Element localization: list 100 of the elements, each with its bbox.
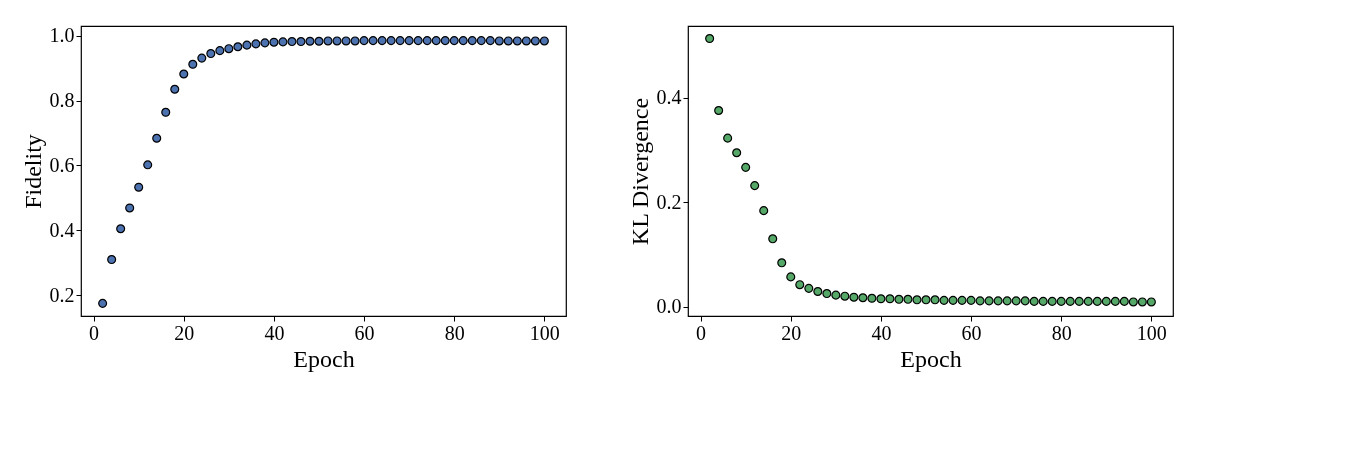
y-tick-label: 1.0 [49, 24, 75, 47]
point [107, 255, 117, 265]
point [939, 295, 949, 305]
point [260, 38, 270, 48]
point [170, 84, 180, 94]
y-tick-label: 0.4 [656, 86, 682, 109]
point [813, 286, 823, 297]
x-tick-label: 0 [696, 321, 707, 344]
point [134, 182, 144, 192]
x-tick-label: 80 [444, 321, 465, 344]
point [458, 36, 468, 46]
point [404, 36, 414, 46]
point [377, 36, 387, 46]
point [341, 36, 351, 46]
point [750, 181, 760, 191]
point [921, 295, 931, 305]
point [152, 133, 162, 143]
y-axis-title: Fidelity [19, 134, 46, 209]
point [930, 295, 940, 305]
point [413, 36, 423, 46]
point [350, 36, 360, 46]
point [305, 36, 315, 46]
point [786, 272, 796, 282]
y-tick-label: 0.2 [49, 283, 75, 306]
point [1038, 296, 1048, 306]
y-tick-label: 0.8 [49, 89, 75, 112]
point [723, 133, 733, 143]
point [242, 40, 252, 50]
point [503, 36, 513, 46]
point [125, 203, 135, 213]
point [287, 37, 297, 47]
y-tick-label: 0.2 [656, 190, 682, 213]
point [984, 296, 994, 306]
point [1065, 296, 1075, 306]
point [395, 36, 405, 46]
point [521, 36, 531, 46]
point [732, 148, 742, 158]
x-tick-label: 100 [529, 321, 560, 344]
x-tick-label: 0 [89, 321, 100, 344]
point [512, 36, 522, 46]
point [1074, 296, 1084, 306]
point [840, 291, 850, 301]
point [993, 296, 1003, 306]
point [804, 283, 814, 293]
x-tick-label: 20 [781, 321, 802, 344]
point [822, 289, 832, 299]
point [1002, 296, 1012, 306]
y-tick-label: 0.0 [656, 295, 682, 318]
point [449, 36, 459, 46]
point [422, 36, 432, 46]
x-tick-label: 40 [264, 321, 285, 344]
point [476, 36, 486, 46]
point [714, 105, 724, 116]
point [296, 37, 306, 47]
point [795, 280, 805, 290]
point [957, 295, 967, 305]
y-tick-label: 0.6 [49, 153, 75, 176]
point [161, 107, 171, 117]
point [1092, 296, 1102, 306]
point [539, 36, 549, 46]
point [777, 258, 787, 268]
point [494, 36, 504, 46]
point [359, 36, 369, 46]
point [224, 44, 234, 54]
point [705, 33, 715, 44]
point [1137, 297, 1147, 307]
point [188, 59, 198, 69]
point [206, 49, 216, 59]
point [314, 36, 324, 46]
point [1011, 296, 1021, 306]
point [858, 293, 868, 303]
point [1047, 296, 1057, 306]
point [269, 37, 279, 47]
point [143, 160, 153, 170]
point [1119, 296, 1129, 306]
point [1101, 296, 1111, 306]
point [1146, 297, 1156, 307]
point [215, 46, 225, 56]
y-tick-label: 0.4 [49, 218, 75, 241]
x-tick-label: 60 [354, 321, 375, 344]
point [179, 69, 189, 79]
point [332, 36, 342, 46]
point [467, 36, 477, 46]
x-axis-title: Epoch [293, 345, 355, 372]
point [1128, 297, 1138, 307]
point [1056, 296, 1066, 306]
x-tick-label: 40 [871, 321, 892, 344]
point [849, 292, 859, 302]
point [251, 39, 261, 49]
point [831, 290, 841, 300]
point [741, 162, 751, 172]
point [759, 206, 769, 216]
point [197, 53, 207, 63]
point [885, 294, 895, 304]
point [1110, 296, 1120, 306]
point [386, 36, 396, 46]
point [912, 295, 922, 305]
point [368, 36, 378, 46]
x-tick-label: 100 [1136, 321, 1167, 344]
point [323, 36, 333, 46]
